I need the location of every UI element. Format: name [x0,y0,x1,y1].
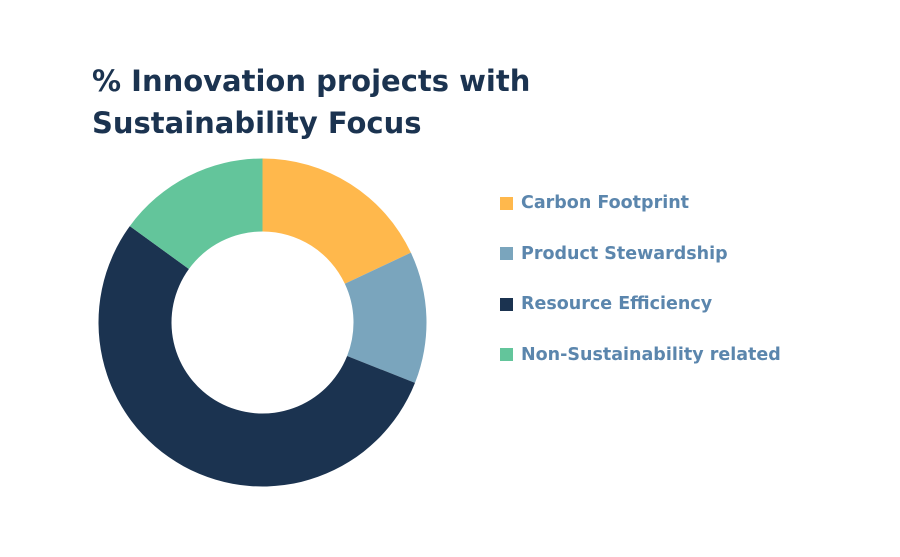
legend-item-product-stewardship: Product Stewardship [500,239,781,269]
legend-label: Carbon Footprint [521,193,690,213]
legend-label: Non-Sustainability related [521,344,781,365]
legend-swatch [500,196,513,210]
legend-label: Product Stewardship [521,243,728,264]
legend-swatch [500,348,513,361]
legend-label: Resource Efficiency [521,294,713,314]
donut-slice-carbon-footprint [262,158,411,284]
legend-item-non-sustainability-related: Non-Sustainability related [500,340,781,370]
donut-slice-product-stewardship [344,252,427,383]
chart-legend: Carbon Footprint Product Stewardship Resou… [500,188,781,390]
donut-svg [98,158,427,487]
donut-slice-non-sustainability-related [129,158,263,270]
chart-title: % Innovation projects with Sustainabilit… [92,64,531,140]
donut-chart [90,150,435,495]
legend-swatch [500,297,513,311]
legend-item-carbon-footprint: Carbon Footprint [500,188,781,218]
legend-item-resource-efficiency: Resource Efficiency [500,289,781,319]
donut-slice-resource-efficiency [98,226,415,487]
legend-swatch [500,247,513,260]
